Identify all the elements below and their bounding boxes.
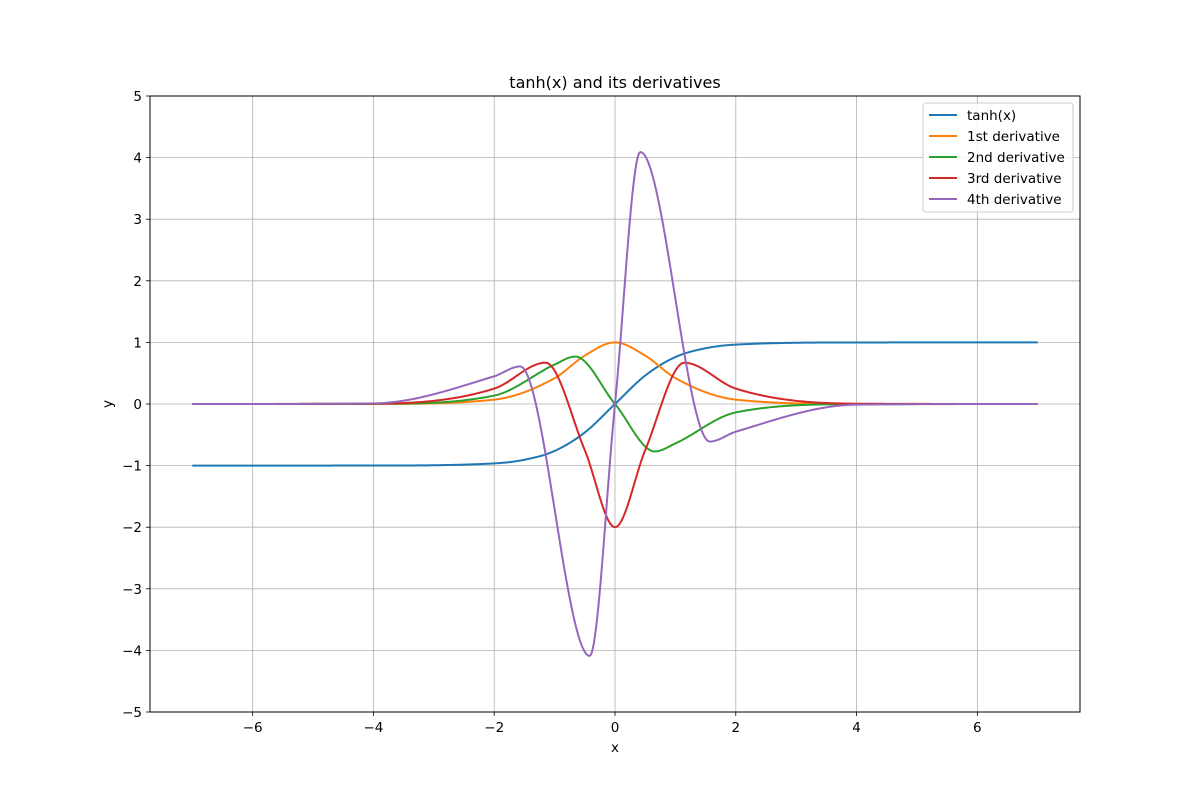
y-tick-label: −4 xyxy=(122,643,142,659)
legend-label: 2nd derivative xyxy=(967,150,1065,166)
y-tick-label: 1 xyxy=(133,335,142,351)
series-lines xyxy=(192,151,1038,657)
x-tick-label: 0 xyxy=(611,720,620,736)
x-tick-label: 4 xyxy=(852,720,861,736)
x-tick-label: 6 xyxy=(973,720,982,736)
y-tick-label: 2 xyxy=(133,274,142,290)
x-tick-label: −4 xyxy=(363,720,383,736)
x-tick-label: −6 xyxy=(243,720,263,736)
y-tick-label: 4 xyxy=(133,151,142,167)
legend-box xyxy=(922,102,1074,213)
legend-label: 4th derivative xyxy=(967,192,1062,208)
y-tick-label: 5 xyxy=(133,89,142,105)
axis-ticks: −6 −4 −2 0 2 4 6 −5 −4 −3 −2 −1 0 1 2 3 4 5 xyxy=(122,89,982,736)
series-line-4 xyxy=(192,151,1038,657)
y-axis-label: y xyxy=(100,400,116,408)
x-axis-label: x xyxy=(611,740,619,756)
x-tick-label: −2 xyxy=(484,720,504,736)
y-tick-label: −1 xyxy=(122,459,142,475)
y-tick-label: −3 xyxy=(122,582,142,598)
y-tick-label: −2 xyxy=(122,520,142,536)
legend: tanh(x) 1st derivative 2nd derivative 3rd d… xyxy=(922,102,1074,213)
chart-title: tanh(x) and its derivatives xyxy=(509,73,720,92)
y-tick-label: 3 xyxy=(133,212,142,228)
legend-label: 1st derivative xyxy=(967,129,1060,145)
legend-label: tanh(x) xyxy=(967,108,1016,124)
x-tick-label: 2 xyxy=(731,720,740,736)
y-tick-label: −5 xyxy=(122,705,142,721)
legend-label: 3rd derivative xyxy=(967,171,1062,187)
y-tick-label: 0 xyxy=(133,397,142,413)
